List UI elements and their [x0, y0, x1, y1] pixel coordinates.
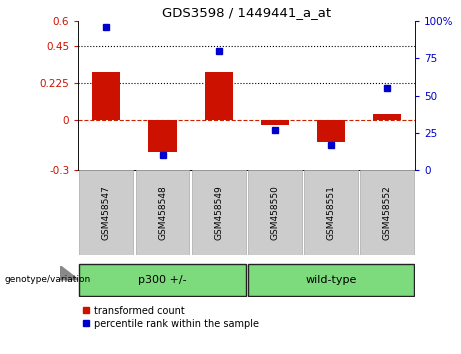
Bar [136, 170, 189, 255]
Text: GSM458548: GSM458548 [158, 185, 167, 240]
Text: p300 +/-: p300 +/- [138, 275, 187, 285]
Bar [373, 114, 401, 120]
Text: genotype/variation: genotype/variation [5, 275, 91, 284]
Text: wild-type: wild-type [305, 275, 356, 285]
Bar [360, 170, 414, 255]
Text: GSM458549: GSM458549 [214, 185, 223, 240]
Text: GSM458547: GSM458547 [102, 185, 111, 240]
Bar [79, 264, 246, 296]
Title: GDS3598 / 1449441_a_at: GDS3598 / 1449441_a_at [162, 6, 331, 19]
Bar [205, 72, 233, 120]
Bar [304, 170, 358, 255]
Bar [192, 170, 246, 255]
Bar [260, 120, 289, 125]
Bar [248, 264, 414, 296]
Bar [248, 170, 301, 255]
Bar [148, 120, 177, 152]
Text: GSM458552: GSM458552 [382, 185, 391, 240]
Bar [79, 170, 133, 255]
Polygon shape [60, 266, 78, 280]
Bar [92, 73, 120, 120]
Legend: transformed count, percentile rank within the sample: transformed count, percentile rank withi… [83, 306, 259, 329]
Text: GSM458550: GSM458550 [270, 185, 279, 240]
Text: GSM458551: GSM458551 [326, 185, 335, 240]
Bar [317, 120, 345, 142]
